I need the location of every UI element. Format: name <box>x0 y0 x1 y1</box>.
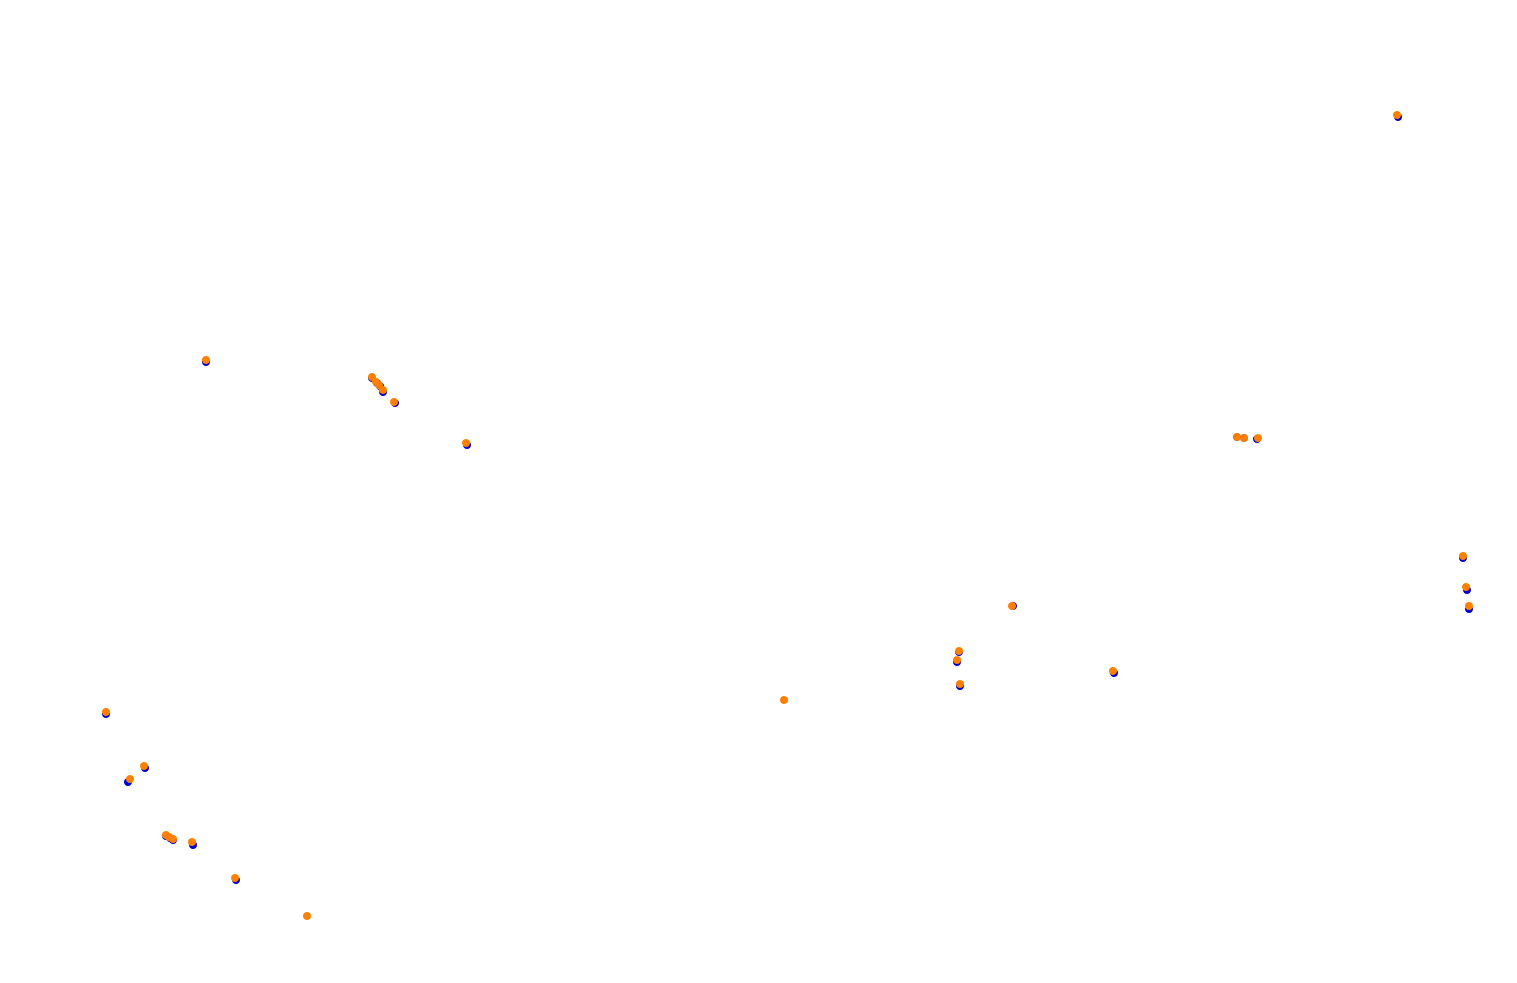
data-point-s2-5 <box>379 386 387 394</box>
data-point-s2-11 <box>1254 434 1262 442</box>
data-point-s2-19 <box>1109 667 1117 675</box>
data-point-s2-8 <box>1393 111 1401 119</box>
data-point-s2-29 <box>303 912 311 920</box>
data-point-s2-21 <box>102 708 110 716</box>
data-point-s2-20 <box>780 696 788 704</box>
data-point-s2-16 <box>955 647 963 655</box>
data-point-s2-17 <box>953 656 961 664</box>
data-point-s2-13 <box>1462 583 1470 591</box>
data-point-s2-6 <box>390 398 398 406</box>
data-point-s2-23 <box>140 762 148 770</box>
data-point-s2-9 <box>1233 433 1241 441</box>
data-point-s2-15 <box>1008 602 1016 610</box>
data-point-s2-22 <box>126 775 134 783</box>
data-point-s2-12 <box>1459 552 1467 560</box>
data-point-s2-26 <box>169 835 177 843</box>
data-point-s2-27 <box>188 838 196 846</box>
data-point-s2-10 <box>1240 434 1248 442</box>
data-point-s2-18 <box>956 680 964 688</box>
data-point-s2-1 <box>202 356 210 364</box>
data-point-s2-14 <box>1465 602 1473 610</box>
data-point-s2-28 <box>231 874 239 882</box>
data-point-s2-7 <box>462 439 470 447</box>
series-layer <box>102 111 1473 920</box>
series-2 <box>102 111 1473 920</box>
